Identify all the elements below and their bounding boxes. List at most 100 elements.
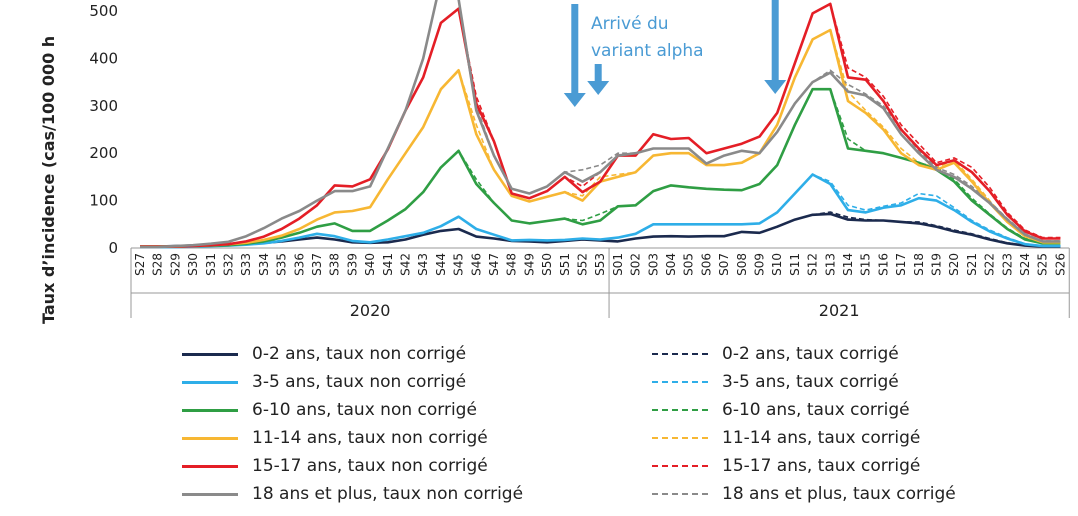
legend-swatch	[182, 380, 238, 384]
legend-item: 6-10 ans, taux non corrigé	[182, 396, 477, 424]
series-line	[140, 0, 1061, 249]
series-line	[140, 29, 1061, 248]
legend-label: 15-17 ans, taux non corrigé	[252, 456, 488, 476]
x-tick-label: S29	[168, 253, 182, 276]
x-tick-label: S28	[151, 253, 165, 276]
x-tick-label: S03	[646, 253, 660, 276]
x-tick-label: S06	[699, 253, 713, 276]
series-line	[140, 28, 1061, 248]
x-tick-label: S51	[558, 253, 572, 276]
x-tick-label: S48	[505, 253, 519, 276]
x-tick-label: S45	[452, 253, 466, 276]
x-tick-label: S19	[930, 253, 944, 276]
legend-label: 18 ans et plus, taux corrigé	[722, 484, 956, 504]
y-tick-label: 200	[89, 144, 118, 162]
x-tick-label: S04	[664, 253, 678, 276]
x-tick-label: S33	[239, 253, 253, 276]
x-tick-label: S40	[363, 253, 377, 276]
legend-label: 11-14 ans, taux corrigé	[722, 428, 921, 448]
arrow-icon	[764, 0, 787, 94]
legend-swatch	[182, 464, 238, 468]
y-tick-label: 400	[89, 49, 118, 67]
legend-swatch	[652, 465, 708, 467]
x-tick-label: S43	[416, 253, 430, 276]
legend-swatch	[652, 409, 708, 411]
y-tick-label: 500	[89, 2, 118, 20]
legend-item: 0-2 ans, taux non corrigé	[182, 340, 466, 368]
x-tick-label: S13	[823, 253, 837, 276]
x-tick-label: S34	[257, 253, 271, 276]
x-tick-label: S37	[310, 253, 324, 276]
x-tick-label: S20	[947, 253, 961, 276]
legend-item: 6-10 ans, taux corrigé	[652, 396, 910, 424]
x-tick-label: S05	[682, 253, 696, 276]
x-tick-label: S26	[1053, 253, 1067, 276]
legend-swatch	[182, 492, 238, 496]
legend-item: 15-17 ans, taux non corrigé	[182, 452, 488, 480]
y-tick-label: 100	[89, 192, 118, 210]
year-label: 2021	[819, 301, 860, 320]
legend-swatch	[652, 353, 708, 355]
x-tick-label: S42	[399, 253, 413, 276]
legend-item: 18 ans et plus, taux non corrigé	[182, 480, 523, 508]
y-axis-label: Taux d’incidence (cas/100 000 h	[39, 36, 58, 324]
annotation-text: variant alpha	[591, 41, 704, 61]
legend-label: 18 ans et plus, taux non corrigé	[252, 484, 524, 504]
x-tick-label: S02	[629, 253, 643, 276]
series-line	[140, 173, 1061, 249]
legend-label: 6-10 ans, taux corrigé	[722, 400, 910, 420]
legend-item: 0-2 ans, taux corrigé	[652, 340, 899, 368]
legend-item: 11-14 ans, taux corrigé	[652, 424, 920, 452]
legend-label: 6-10 ans, taux non corrigé	[252, 400, 477, 420]
x-tick-label: S21	[965, 253, 979, 276]
x-tick-label: S46	[469, 253, 483, 276]
legend-swatch	[182, 352, 238, 356]
legend-label: 3-5 ans, taux corrigé	[722, 372, 899, 392]
x-tick-label: S14	[841, 253, 855, 276]
x-tick-label: S23	[1000, 253, 1014, 276]
legend-swatch	[182, 436, 238, 440]
series-line	[140, 3, 1061, 248]
x-tick-label: S07	[717, 253, 731, 276]
x-tick-label: S15	[859, 253, 873, 276]
x-tick-label: S30	[186, 253, 200, 276]
x-tick-label: S41	[381, 253, 395, 276]
x-tick-label: S44	[434, 253, 448, 276]
legend-swatch	[652, 381, 708, 383]
x-tick-label: S24	[1018, 253, 1032, 276]
y-tick-label: 300	[89, 97, 118, 115]
legend-swatch	[652, 437, 708, 439]
x-tick-label: S22	[983, 253, 997, 276]
x-tick-label: S53	[593, 253, 607, 276]
x-tick-label: S50	[540, 253, 554, 276]
x-tick-label: S35	[275, 253, 289, 276]
arrow-icon	[587, 64, 610, 95]
x-tick-label: S10	[770, 253, 784, 276]
x-tick-label: S47	[487, 253, 501, 276]
x-tick-label: S16	[876, 253, 890, 276]
legend-item: 18 ans et plus, taux corrigé	[652, 480, 956, 508]
axes: 0 100 200 300 400 500 S27 S28 S29 S30 S31 S32 S33 S34…	[89, 2, 1070, 320]
x-tick-label: S38	[328, 253, 342, 276]
annotation-text: Arrivé du	[591, 14, 669, 34]
legend-item: 3-5 ans, taux non corrigé	[182, 368, 466, 396]
legend-label: 0-2 ans, taux corrigé	[722, 344, 899, 364]
legend-swatch	[182, 408, 238, 412]
legend: 0-2 ans, taux non corrigé 3-5 ans, taux n…	[170, 340, 1010, 510]
x-tick-label: S36	[292, 253, 306, 276]
x-tick-label: S12	[806, 253, 820, 276]
x-tick-label: S52	[576, 253, 590, 276]
series-line	[140, 2, 1061, 248]
series-line	[140, 0, 1061, 248]
series-line	[140, 87, 1061, 248]
legend-label: 0-2 ans, taux non corrigé	[252, 344, 467, 364]
x-tick-label: S08	[735, 253, 749, 276]
x-tick-label: S01	[611, 253, 625, 276]
annotation: Arrivé du variant alpha	[563, 0, 787, 107]
x-tick-label: S39	[345, 253, 359, 276]
legend-label: 3-5 ans, taux non corrigé	[252, 372, 467, 392]
x-tick-label: S09	[753, 253, 767, 276]
x-tick-label: S25	[1036, 253, 1050, 276]
y-tick-label: 0	[108, 239, 118, 257]
